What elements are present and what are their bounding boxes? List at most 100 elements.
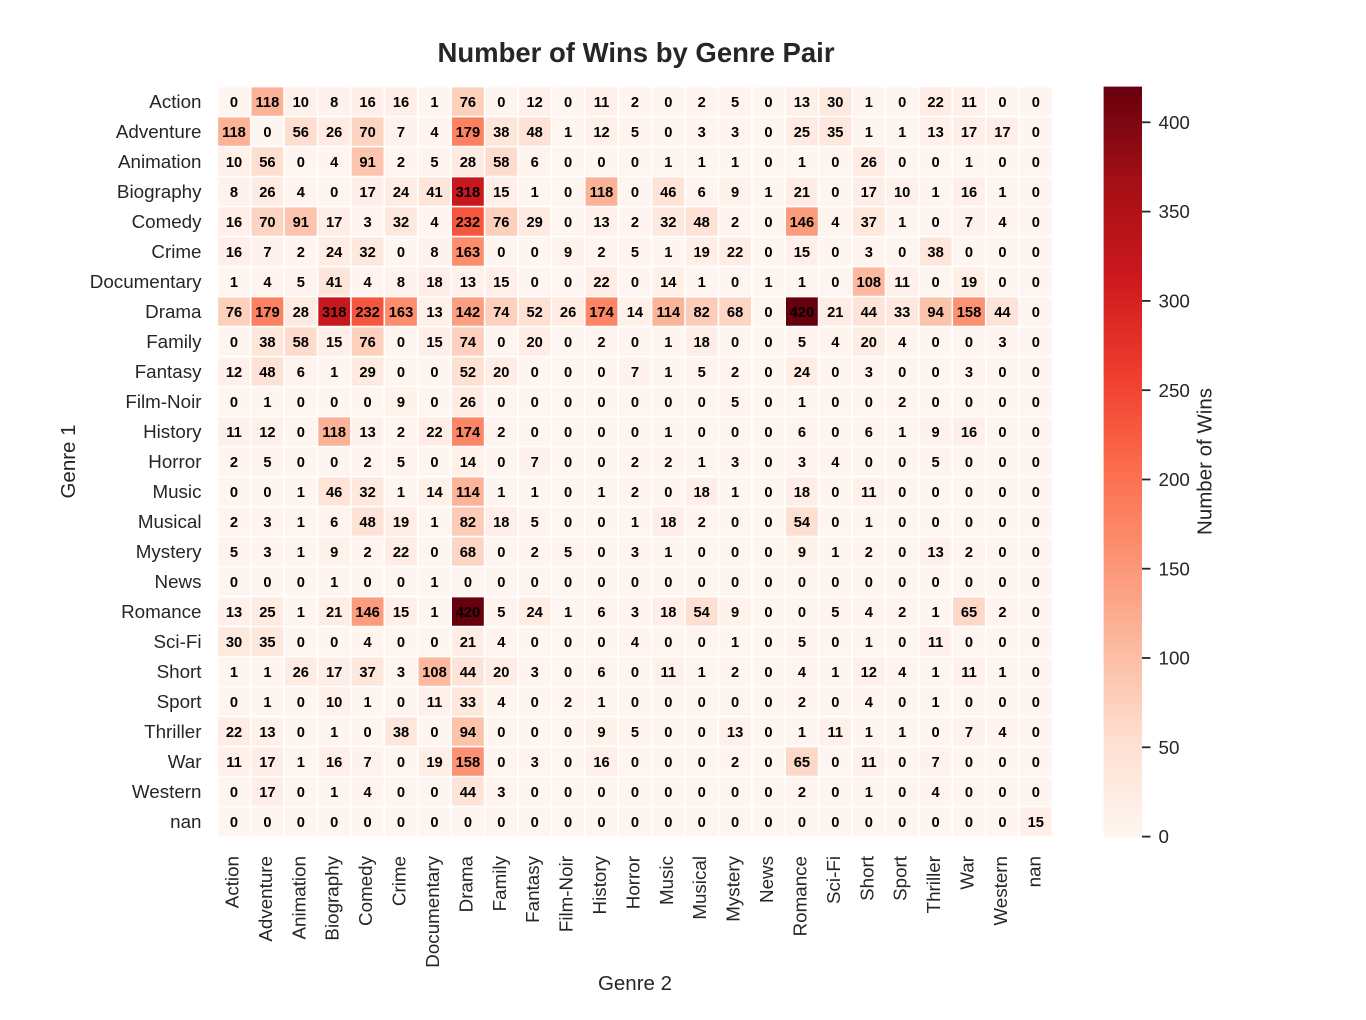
svg-text:0: 0 xyxy=(564,365,572,381)
svg-text:4: 4 xyxy=(865,695,874,711)
svg-text:0: 0 xyxy=(564,215,572,231)
svg-text:14: 14 xyxy=(660,275,677,291)
svg-text:0: 0 xyxy=(631,665,639,681)
svg-text:1: 1 xyxy=(263,695,271,711)
svg-text:1: 1 xyxy=(297,605,305,621)
svg-text:Family: Family xyxy=(489,855,510,911)
svg-text:114: 114 xyxy=(456,485,481,501)
svg-text:0: 0 xyxy=(497,755,505,771)
svg-text:0: 0 xyxy=(531,725,539,741)
svg-text:21: 21 xyxy=(827,305,843,321)
svg-text:0: 0 xyxy=(631,815,639,831)
svg-text:3: 3 xyxy=(531,665,539,681)
svg-text:4: 4 xyxy=(831,455,840,471)
svg-text:4: 4 xyxy=(798,665,807,681)
svg-text:37: 37 xyxy=(861,215,877,231)
svg-text:0: 0 xyxy=(731,545,739,561)
svg-text:18: 18 xyxy=(694,335,710,351)
svg-text:15: 15 xyxy=(1028,815,1044,831)
svg-text:0: 0 xyxy=(297,425,305,441)
svg-text:History: History xyxy=(589,855,610,914)
svg-text:Action: Action xyxy=(149,91,201,112)
svg-text:6: 6 xyxy=(531,155,539,171)
svg-text:48: 48 xyxy=(527,125,543,141)
svg-text:0: 0 xyxy=(564,515,572,531)
svg-text:22: 22 xyxy=(727,245,743,261)
svg-text:0: 0 xyxy=(430,545,438,561)
svg-text:0: 0 xyxy=(497,545,505,561)
svg-text:0: 0 xyxy=(1032,425,1040,441)
svg-text:1: 1 xyxy=(798,395,806,411)
svg-text:18: 18 xyxy=(426,275,442,291)
svg-text:0: 0 xyxy=(464,815,472,831)
svg-text:0: 0 xyxy=(764,425,772,441)
svg-text:32: 32 xyxy=(359,245,375,261)
svg-text:48: 48 xyxy=(359,515,375,531)
svg-text:21: 21 xyxy=(794,185,810,201)
svg-text:5: 5 xyxy=(397,455,405,471)
svg-text:0: 0 xyxy=(631,425,639,441)
svg-text:7: 7 xyxy=(965,725,973,741)
svg-text:1: 1 xyxy=(330,725,338,741)
svg-text:174: 174 xyxy=(589,305,614,321)
svg-text:2: 2 xyxy=(631,215,639,231)
svg-text:2: 2 xyxy=(865,545,873,561)
svg-text:Sci-Fi: Sci-Fi xyxy=(154,631,202,652)
svg-text:5: 5 xyxy=(631,125,639,141)
svg-text:1: 1 xyxy=(865,635,873,651)
svg-text:1: 1 xyxy=(330,575,338,591)
svg-text:0: 0 xyxy=(631,275,639,291)
svg-text:0: 0 xyxy=(898,815,906,831)
svg-text:3: 3 xyxy=(364,215,372,231)
svg-text:5: 5 xyxy=(631,245,639,261)
svg-text:6: 6 xyxy=(865,425,873,441)
svg-text:1: 1 xyxy=(497,485,505,501)
svg-text:0: 0 xyxy=(731,815,739,831)
svg-text:0: 0 xyxy=(731,515,739,531)
svg-text:8: 8 xyxy=(330,95,338,111)
svg-text:13: 13 xyxy=(593,215,609,231)
svg-text:118: 118 xyxy=(322,425,346,441)
svg-text:9: 9 xyxy=(330,545,338,561)
svg-text:Sport: Sport xyxy=(890,855,911,901)
svg-text:15: 15 xyxy=(426,335,442,351)
svg-text:37: 37 xyxy=(359,665,375,681)
svg-text:15: 15 xyxy=(493,275,509,291)
svg-text:0: 0 xyxy=(831,365,839,381)
svg-text:2: 2 xyxy=(497,425,505,441)
svg-text:0: 0 xyxy=(1032,275,1040,291)
svg-text:25: 25 xyxy=(794,125,810,141)
svg-text:19: 19 xyxy=(426,755,442,771)
svg-text:0: 0 xyxy=(464,575,472,591)
svg-text:0: 0 xyxy=(932,485,940,501)
svg-text:2: 2 xyxy=(898,395,906,411)
svg-text:29: 29 xyxy=(359,365,375,381)
svg-text:38: 38 xyxy=(493,125,509,141)
svg-text:22: 22 xyxy=(426,425,442,441)
svg-text:0: 0 xyxy=(531,395,539,411)
svg-text:163: 163 xyxy=(389,305,414,321)
svg-text:0: 0 xyxy=(698,785,706,801)
svg-text:1: 1 xyxy=(430,95,438,111)
svg-text:0: 0 xyxy=(230,575,238,591)
svg-text:Biography: Biography xyxy=(117,181,202,202)
svg-text:1: 1 xyxy=(297,485,305,501)
svg-text:0: 0 xyxy=(497,95,505,111)
svg-text:108: 108 xyxy=(857,275,882,291)
svg-text:16: 16 xyxy=(359,95,375,111)
svg-text:0: 0 xyxy=(764,155,772,171)
svg-text:114: 114 xyxy=(656,305,681,321)
svg-text:0: 0 xyxy=(564,575,572,591)
svg-text:158: 158 xyxy=(957,305,982,321)
svg-text:nan: nan xyxy=(1023,856,1044,887)
svg-text:0: 0 xyxy=(1032,155,1040,171)
svg-text:1: 1 xyxy=(631,515,639,531)
svg-text:0: 0 xyxy=(898,575,906,591)
svg-text:0: 0 xyxy=(664,125,672,141)
svg-text:1: 1 xyxy=(397,485,405,501)
svg-text:2: 2 xyxy=(631,95,639,111)
svg-text:1: 1 xyxy=(664,155,672,171)
svg-text:0: 0 xyxy=(297,635,305,651)
svg-text:0: 0 xyxy=(998,635,1006,651)
svg-text:0: 0 xyxy=(430,785,438,801)
